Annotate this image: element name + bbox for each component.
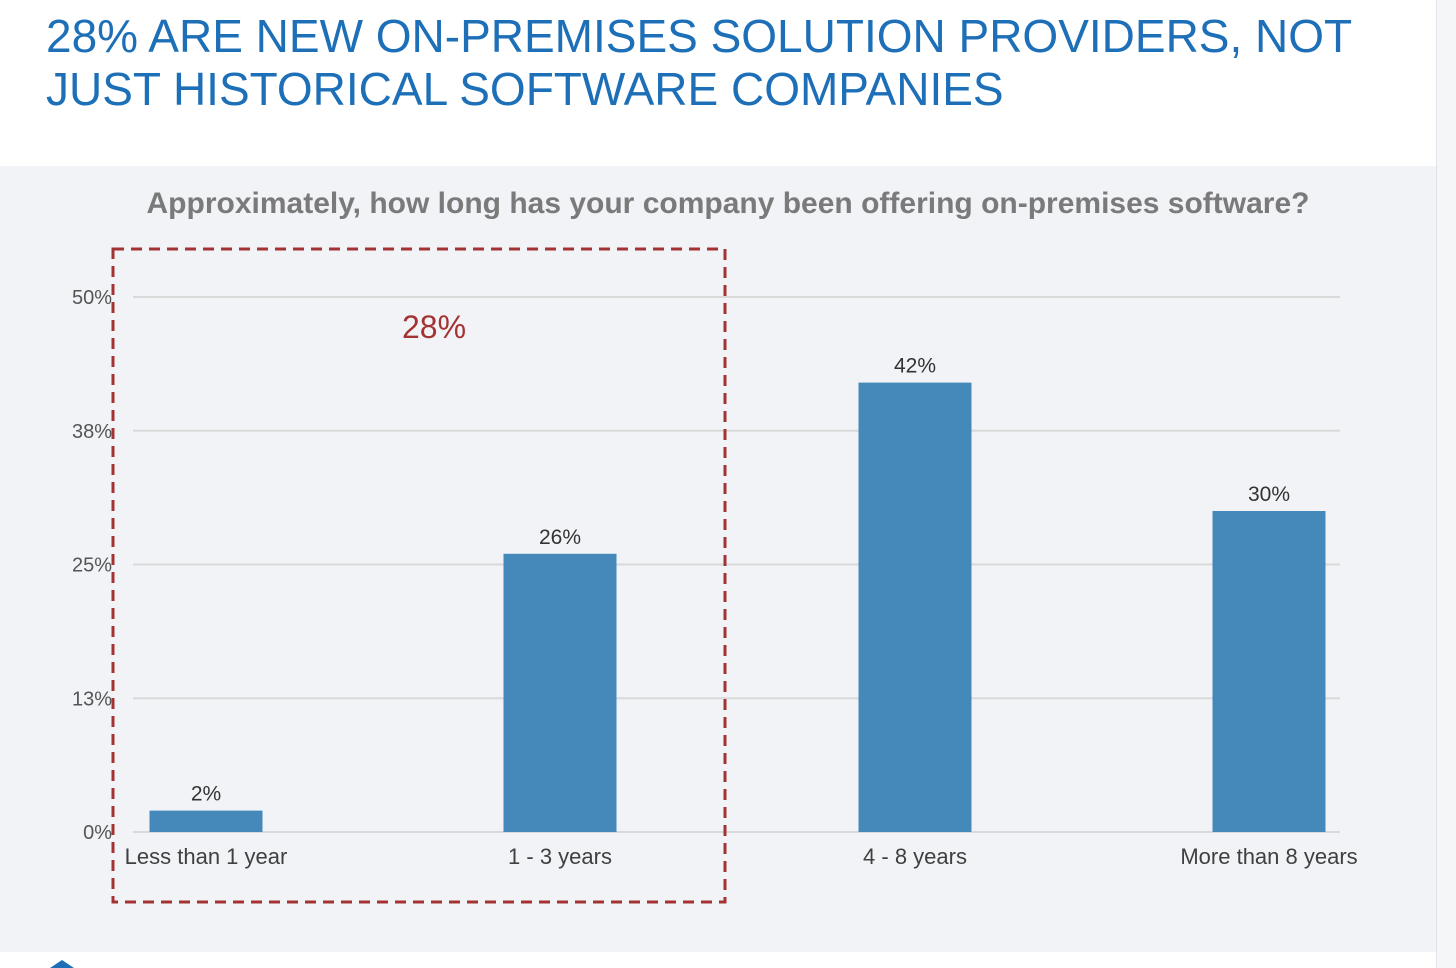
bars: [149, 382, 1326, 832]
chart-title: Approximately, how long has your company…: [146, 187, 1310, 220]
logo-mark-icon: [50, 960, 74, 968]
highlight-label: 28%: [402, 309, 466, 345]
bar: [503, 553, 617, 832]
window-edge: [1436, 0, 1456, 968]
bar: [858, 382, 972, 832]
y-tick-label: 13%: [72, 688, 112, 710]
highlight-box: [111, 247, 727, 904]
y-tick-label: 50%: [72, 287, 112, 309]
bar: [1212, 511, 1326, 832]
y-tick-label: 25%: [72, 555, 112, 577]
x-tick-label: More than 8 years: [1180, 844, 1357, 869]
data-label: 2%: [191, 783, 221, 806]
x-tick-label: 1 - 3 years: [508, 844, 612, 869]
x-axis-ticks: Less than 1 year 1 - 3 years 4 - 8 years Mo…: [125, 844, 1358, 869]
slide-title: 28% ARE NEW ON-PREMISES SOLUTION PROVIDE…: [46, 10, 1352, 115]
x-tick-label: 4 - 8 years: [863, 844, 967, 869]
data-labels: 2% 26% 42% 30%: [191, 355, 1290, 806]
highlight-group: 28%: [111, 247, 727, 904]
y-tick-label: 38%: [72, 421, 112, 443]
data-label: 42%: [894, 355, 936, 378]
bar: [149, 810, 263, 832]
y-axis-ticks: 0% 13% 25% 38% 50%: [72, 287, 112, 844]
data-label: 30%: [1248, 483, 1290, 506]
y-tick-label: 0%: [83, 822, 112, 844]
data-label: 26%: [539, 526, 581, 549]
gridlines: [133, 296, 1340, 833]
x-tick-label: Less than 1 year: [125, 844, 288, 869]
